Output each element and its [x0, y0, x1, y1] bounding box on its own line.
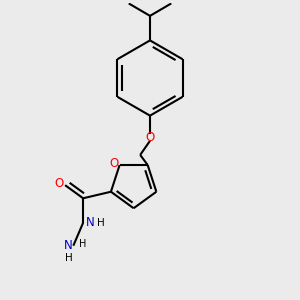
- Text: O: O: [146, 131, 154, 144]
- Text: H: H: [64, 253, 72, 263]
- Text: N: N: [64, 239, 73, 252]
- Text: O: O: [55, 177, 64, 190]
- Text: O: O: [109, 157, 118, 170]
- Text: N: N: [86, 216, 95, 229]
- Text: H: H: [97, 218, 105, 228]
- Text: H: H: [79, 239, 86, 249]
